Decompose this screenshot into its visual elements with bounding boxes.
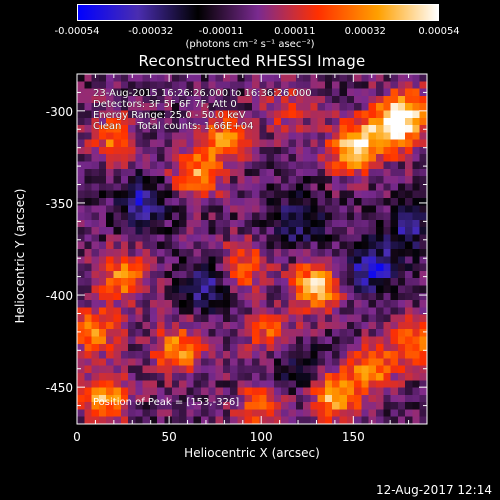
colorbar-tick-label: -0.00054 (54, 26, 100, 37)
colorbar-tick-label: 0.00032 (344, 26, 386, 37)
colorbar-tick-label: 0.00054 (418, 26, 460, 37)
colorbar-tick-label: 0.00011 (274, 26, 316, 37)
x-tick-label: 0 (73, 430, 81, 444)
x-tick-label: 150 (342, 430, 365, 444)
peak-position-text: Position of Peak = [153,-326] (93, 397, 240, 408)
clean-counts-text: Clean Total counts: 1.66E+04 (93, 121, 254, 132)
y-axis-label: Heliocentric Y (arcsec) (13, 188, 27, 324)
colorbar-tick-label: -0.00032 (128, 26, 174, 37)
y-tick-label: -300 (46, 105, 73, 119)
y-tick-label: -450 (46, 381, 73, 395)
colorbar-units: (photons cm⁻² s⁻¹ asec⁻²) (185, 39, 315, 50)
y-tick-label: -400 (46, 289, 73, 303)
time-range-text: 23-Aug-2015 16:26:26.000 to 16:36:26.000 (93, 88, 312, 99)
chart-title: Reconstructed RHESSI Image (138, 52, 366, 70)
x-axis-label: Heliocentric X (arcsec) (184, 446, 320, 460)
x-tick-label: 50 (161, 430, 176, 444)
plot-area: 23-Aug-2015 16:26:26.000 to 16:36:26.000… (77, 74, 427, 424)
energy-range-text: Energy Range: 25.0 - 50.0 keV (93, 110, 246, 121)
detectors-text: Detectors: 3F 5F 6F 7F, Att 0 (93, 99, 237, 110)
y-tick-label: -350 (46, 197, 73, 211)
x-tick-label: 100 (250, 430, 273, 444)
footer-date: 12-Aug-2017 12:14 (375, 483, 492, 497)
colorbar (77, 4, 439, 21)
colorbar-tick-label: -0.00011 (198, 26, 244, 37)
